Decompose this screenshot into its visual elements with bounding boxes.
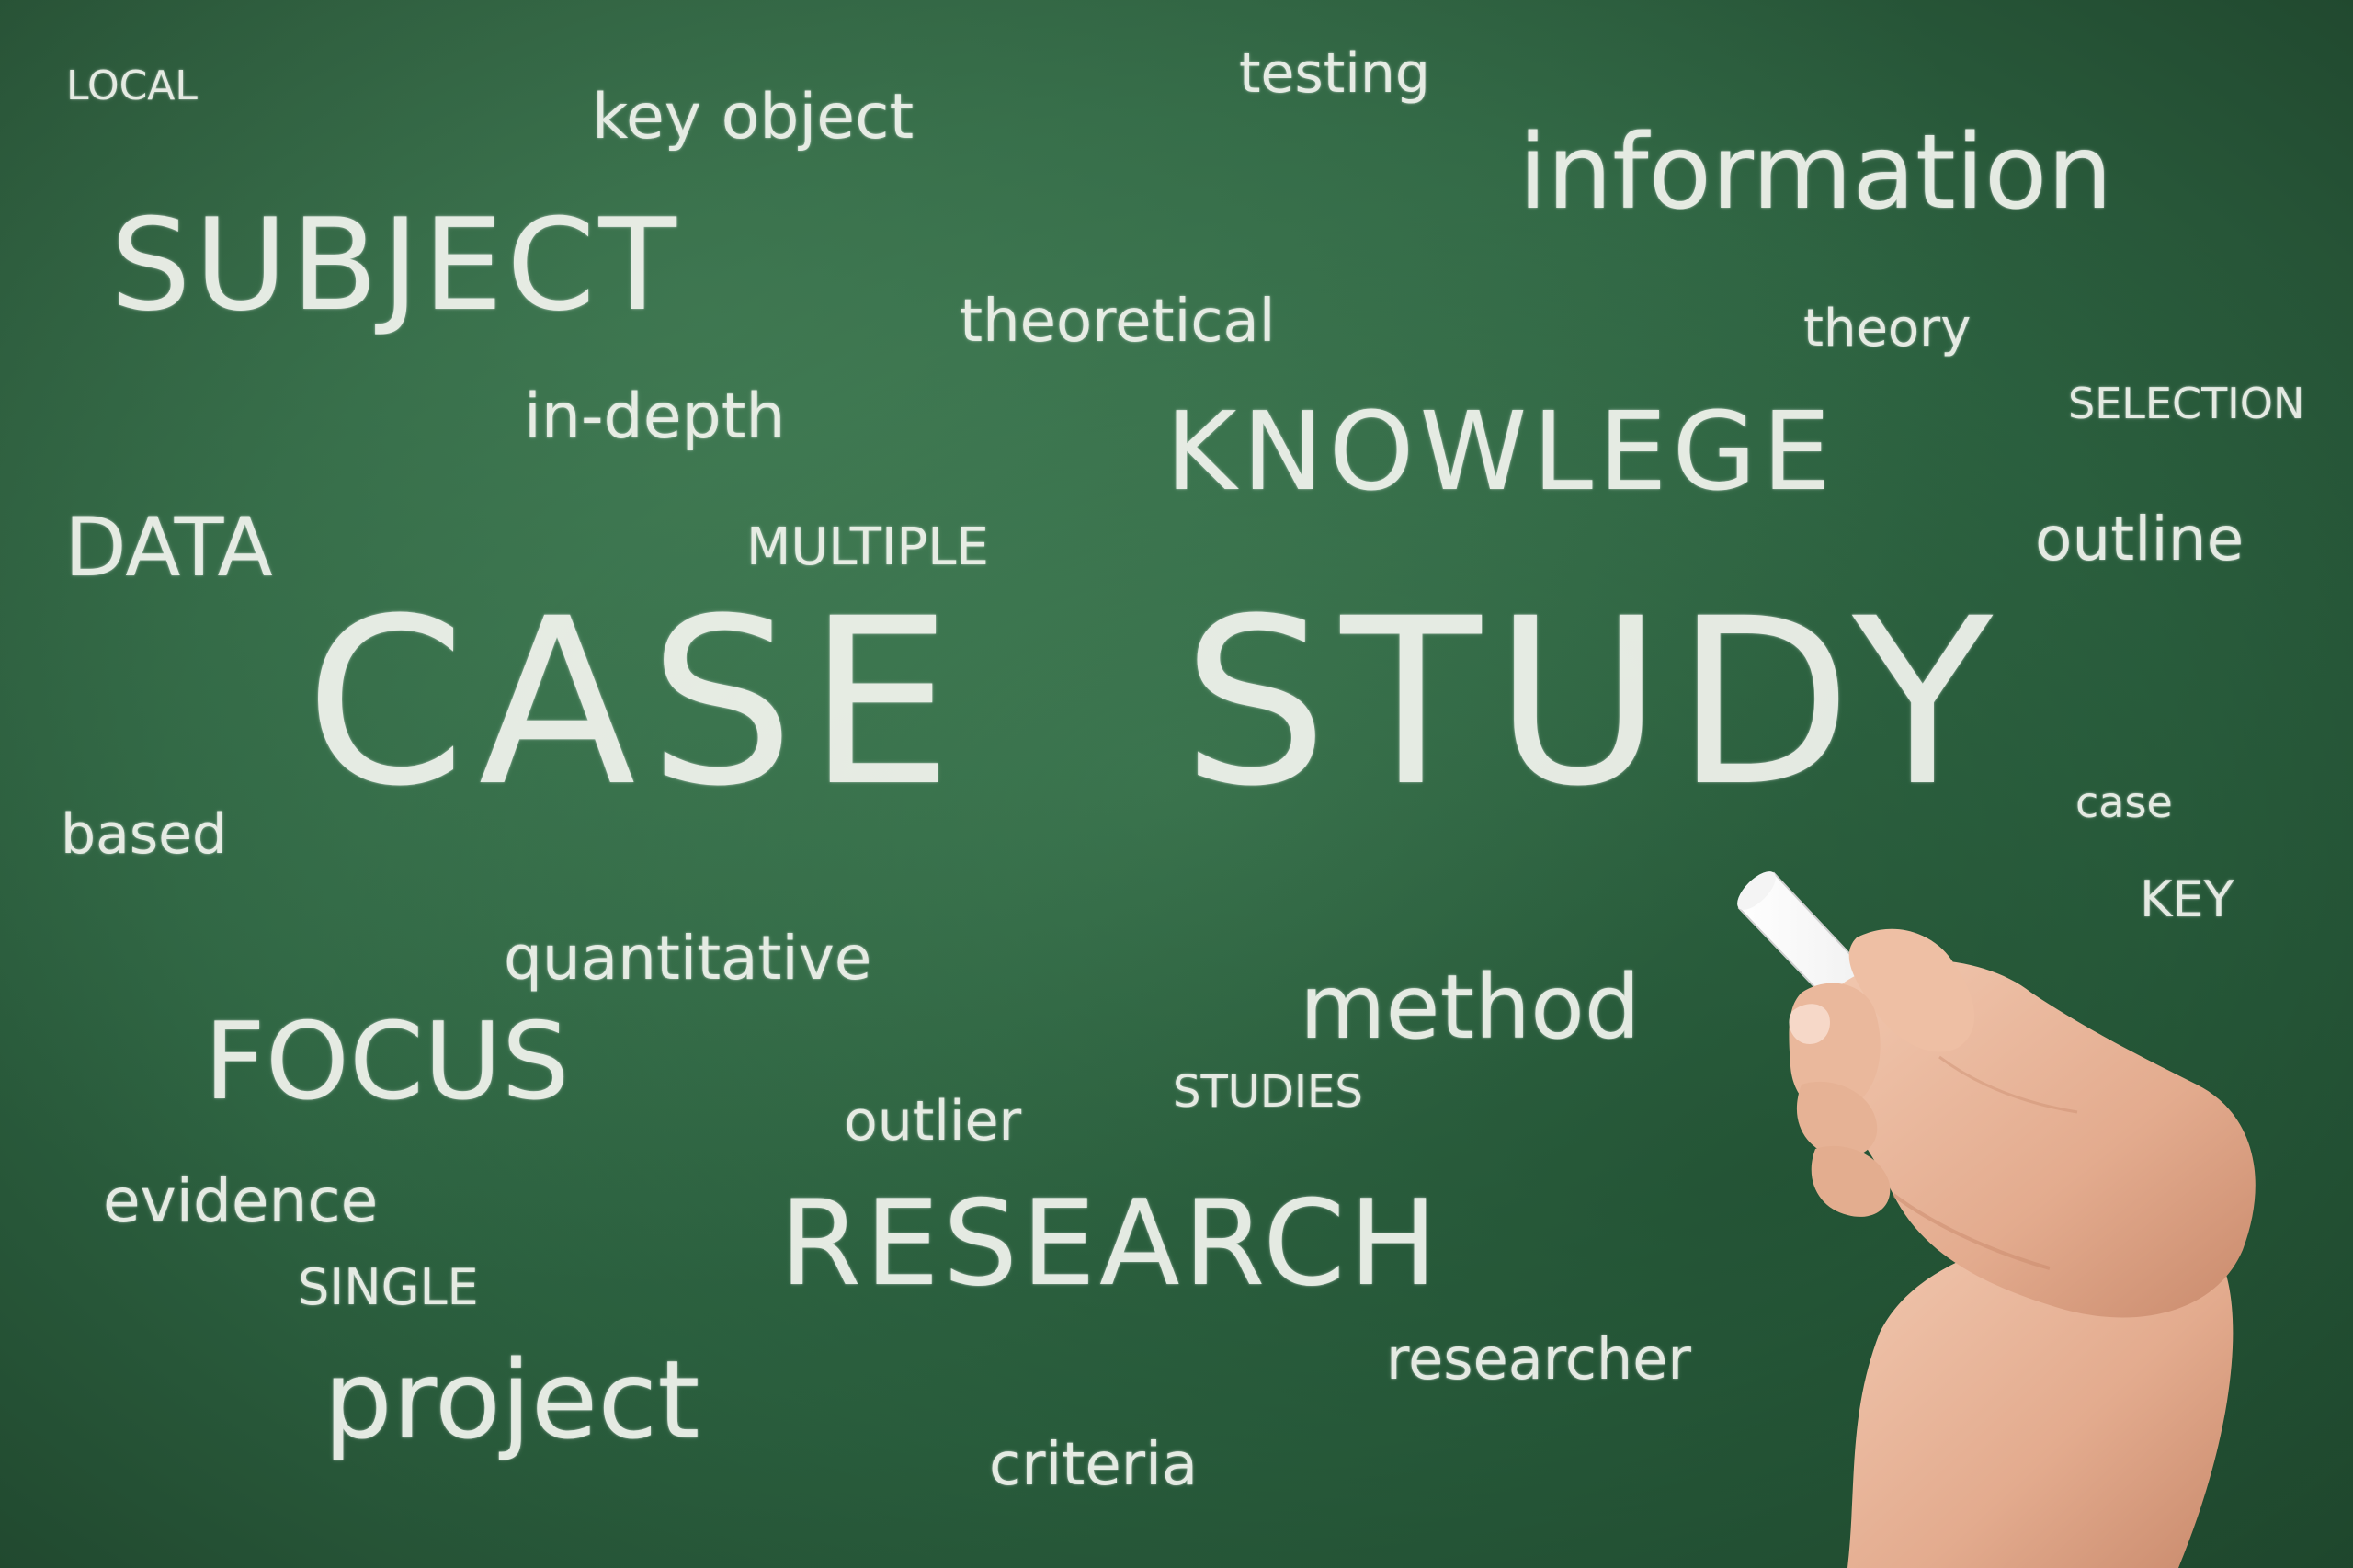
word-selection: SELECTION [2068, 379, 2305, 428]
word-theoretical: theoretical [960, 288, 1276, 356]
word-studies: STUDIES [1173, 1066, 1363, 1118]
word-multiple: MULTIPLE [746, 517, 989, 577]
word-key-object: key object [592, 81, 915, 153]
word-case-title: CASE [305, 569, 966, 836]
word-information: information [1518, 113, 2113, 233]
word-testing: testing [1239, 41, 1431, 106]
word-data: DATA [64, 500, 273, 595]
word-researcher: researcher [1386, 1325, 1691, 1392]
word-local: LOCAL [66, 62, 198, 109]
word-outline: outline [2035, 504, 2245, 574]
word-focus: FOCUS [204, 1000, 570, 1124]
word-outlier: outlier [844, 1089, 1022, 1153]
word-research: RESEARCH [779, 1176, 1441, 1312]
word-study-title: STUDY [1182, 569, 2006, 836]
word-knowlege: KNOWLEGE [1165, 388, 1836, 515]
word-method: method [1300, 956, 1641, 1059]
word-key: KEY [2140, 870, 2234, 928]
word-project: project [324, 1336, 700, 1463]
chalk-stick-icon [1737, 871, 2059, 1208]
word-in-depth: in-depth [524, 381, 786, 453]
word-evidence: evidence [103, 1165, 379, 1236]
word-case-small: case [2075, 778, 2173, 827]
word-criteria: criteria [989, 1431, 1199, 1499]
word-single: SINGLE [298, 1258, 479, 1316]
word-quantitative: quantitative [504, 923, 872, 994]
word-theory: theory [1803, 299, 1972, 358]
word-based: based [61, 802, 228, 867]
hand-icon [1789, 928, 2256, 1568]
word-subject: SUBJECT [110, 191, 680, 339]
